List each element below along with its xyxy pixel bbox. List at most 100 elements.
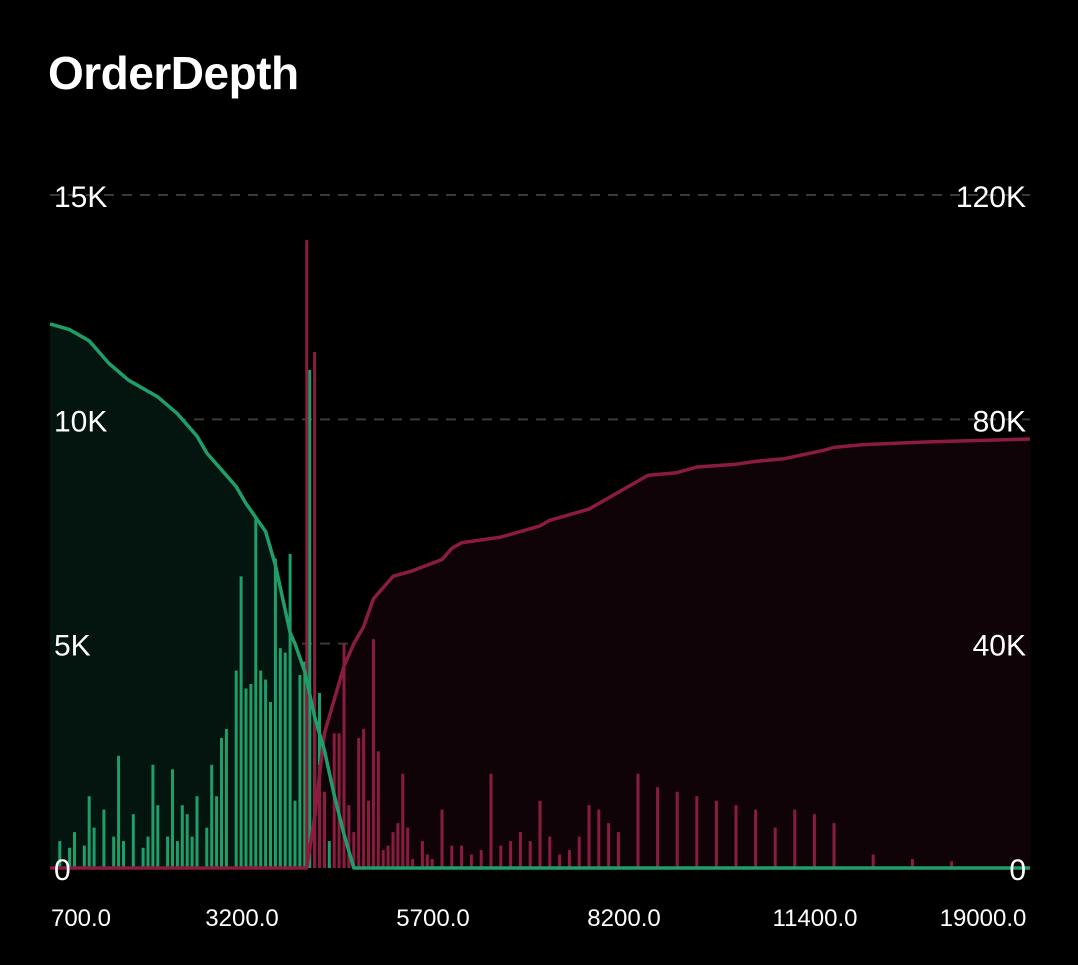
ask-volume-bar	[305, 239, 309, 868]
bid-volume-bar	[195, 796, 199, 868]
right-axis-tick-label: 80K	[973, 405, 1026, 438]
bid-volume-bar	[249, 684, 253, 868]
bid-volume-bar	[117, 755, 121, 868]
ask-volume-bar	[597, 809, 601, 868]
right-axis-tick-label: 0	[1009, 854, 1026, 887]
ask-volume-bar	[411, 859, 415, 868]
bid-volume-bar	[269, 701, 272, 868]
ask-volume-bar	[518, 832, 522, 868]
ask-volume-bar	[430, 859, 434, 868]
ask-volume-bar	[910, 859, 914, 868]
ask-volume-bar	[871, 854, 875, 868]
bid-volume-bar	[259, 670, 263, 868]
ask-volume-bar	[420, 841, 424, 868]
bid-volume-bar	[58, 841, 62, 868]
ask-volume-bar	[607, 823, 611, 868]
left-axis-tick-label: 0	[54, 854, 71, 887]
bid-volume-bar	[264, 679, 268, 868]
ask-volume-bar	[401, 773, 405, 868]
ask-volume-bar	[528, 841, 532, 868]
ask-volume-bar	[469, 854, 473, 868]
bid-volume-bar	[112, 836, 116, 868]
bid-volume-bar	[288, 553, 292, 868]
ask-volume-bar	[812, 814, 816, 868]
ask-volume-bar	[396, 823, 400, 868]
bid-volume-bar	[92, 827, 96, 868]
bid-volume-bar	[239, 576, 243, 868]
ask-volume-bar	[318, 764, 321, 868]
ask-volume-bar	[450, 845, 454, 868]
bid-volume-bar	[87, 796, 91, 868]
right-axis-tick-label: 40K	[973, 630, 1026, 663]
ask-volume-bar	[376, 751, 380, 868]
left-axis-tick-label: 10K	[54, 405, 107, 438]
bid-volume-bar	[180, 805, 184, 868]
ask-volume-bar	[675, 791, 679, 868]
bid-volume-bar	[82, 845, 86, 868]
bid-volume-bar	[220, 737, 223, 868]
ask-volume-bar	[499, 845, 503, 868]
bid-volume-bar	[327, 841, 331, 868]
ask-volume-bar	[460, 845, 464, 868]
x-axis-tick-label: 3200.0	[205, 905, 278, 932]
bid-volume-bar	[151, 764, 155, 868]
bid-volume-bar	[102, 809, 106, 868]
ask-volume-bar	[386, 845, 390, 868]
ask-volume-bar	[371, 639, 375, 868]
bid-volume-bar	[171, 769, 174, 868]
left-axis-tick-label: 15K	[54, 181, 107, 214]
ask-volume-bar	[406, 827, 410, 868]
ask-volume-bar	[950, 861, 954, 868]
ask-volume-bar	[391, 832, 395, 868]
bid-volume-bar	[283, 652, 287, 868]
ask-volume-bar	[616, 832, 620, 868]
ask-volume-bar	[636, 773, 640, 868]
ask-volume-bar	[322, 791, 326, 868]
ask-volume-bar	[656, 787, 660, 868]
ask-volume-bar	[381, 850, 385, 868]
ask-volume-bar	[440, 809, 444, 868]
bid-volume-bar	[244, 688, 248, 868]
bid-volume-bar	[146, 836, 150, 868]
bid-volume-bar	[273, 558, 277, 868]
x-axis-tick-label: 8200.0	[587, 905, 660, 932]
axis-labels: 0 5K 10K 15K 0 40K 80K 120K 700.0 3200.0 5700.0 820…	[51, 181, 1026, 932]
bid-volume-bar	[303, 661, 307, 868]
bid-volume-bar	[210, 764, 214, 868]
bid-depth-area	[50, 323, 1030, 868]
bid-volume-bar	[298, 675, 302, 868]
ask-volume-bar	[425, 854, 429, 868]
ask-volume-bar	[313, 352, 317, 868]
ask-volume-bar	[734, 805, 738, 868]
ask-volume-bar	[577, 836, 581, 868]
bid-volume-bar	[293, 800, 297, 868]
bid-volume-bar	[205, 827, 209, 868]
ask-volume-bar	[357, 737, 361, 868]
bid-volume-bar	[68, 847, 72, 868]
bid-volume-bar	[141, 847, 145, 868]
bid-volume-bar	[156, 805, 160, 868]
ask-volume-bar	[538, 800, 542, 868]
ask-depth-line	[50, 437, 1031, 870]
bid-volume-bar	[190, 836, 194, 868]
x-axis-tick-label: 19000.0	[940, 905, 1027, 932]
depth-lines	[49, 322, 1031, 870]
ask-volume-bar	[558, 854, 562, 868]
ask-volume-bar	[362, 728, 366, 868]
ask-volume-bar	[587, 805, 591, 868]
bid-volume-bar	[73, 832, 76, 868]
ask-volume-bar	[754, 809, 758, 868]
chart-title: OrderDepth	[48, 47, 299, 99]
ask-volume-bar	[695, 796, 699, 868]
ask-volume-bar	[832, 823, 836, 868]
bid-volume-bar	[234, 670, 238, 868]
ask-volume-bar	[352, 832, 356, 868]
bid-depth-line	[49, 322, 1030, 870]
right-axis-tick-label: 120K	[956, 181, 1026, 214]
x-axis-tick-label: 5700.0	[396, 905, 469, 932]
ask-volume-bar	[347, 805, 351, 868]
ask-volume-bar	[337, 733, 341, 868]
ask-volume-bar	[567, 850, 571, 868]
ask-volume-bar	[489, 773, 493, 868]
depth-area-fills	[50, 323, 1030, 868]
